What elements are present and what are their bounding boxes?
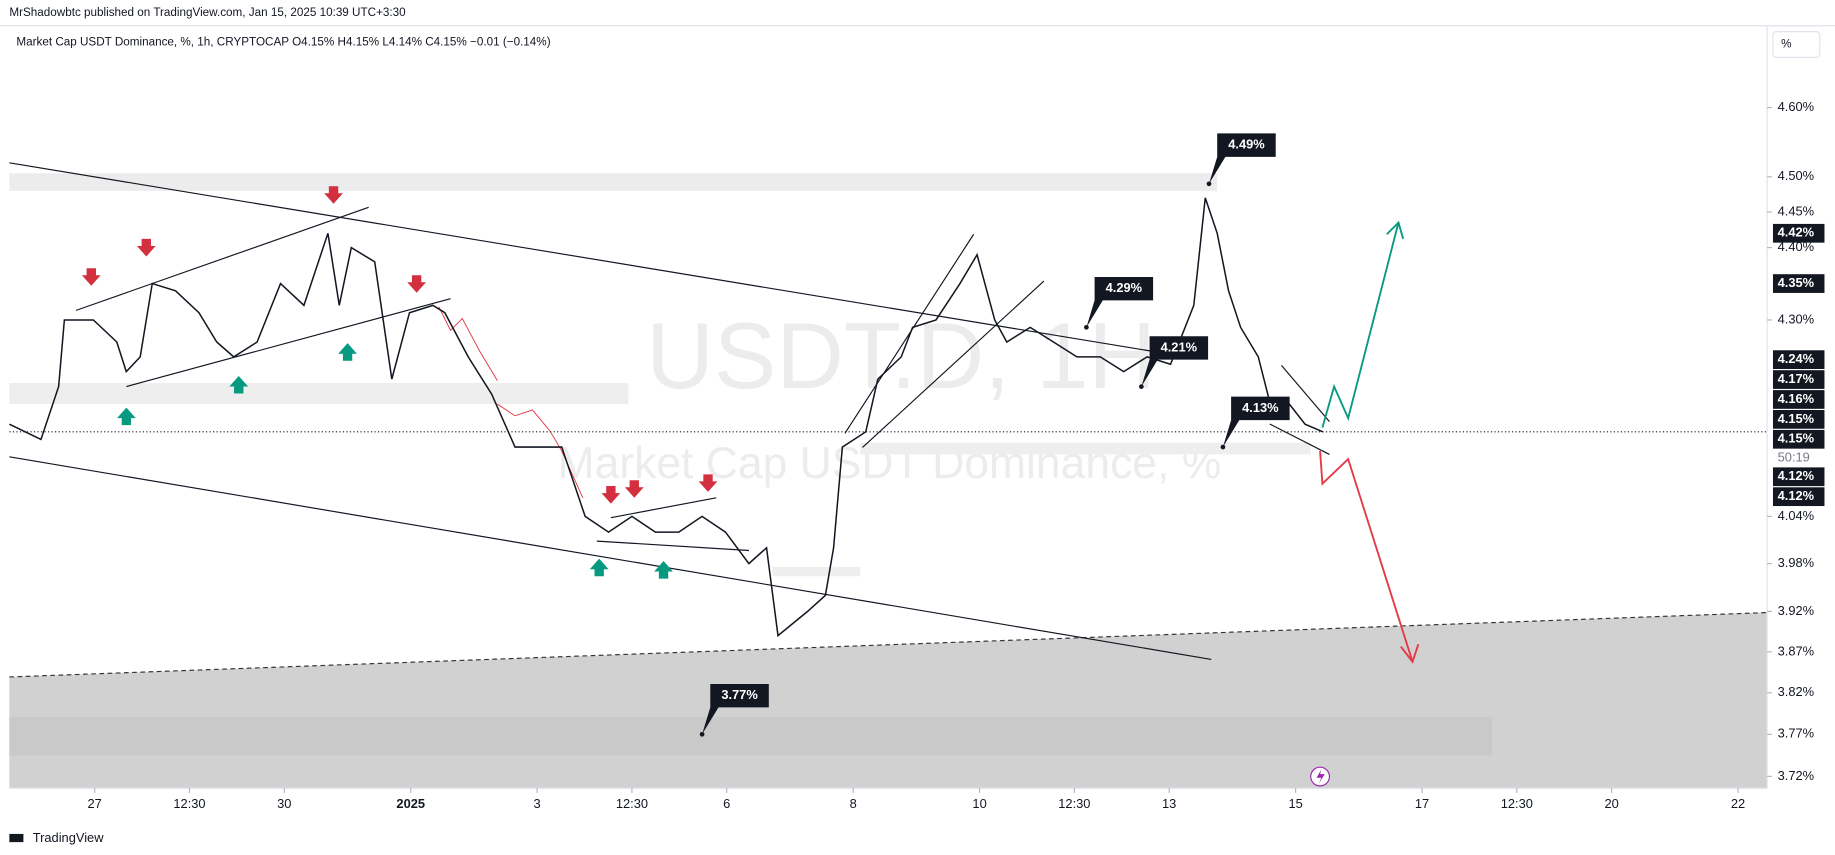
zone [9, 382, 629, 405]
y-tick-label: 4.04% [1778, 508, 1814, 523]
price-label-box [1772, 487, 1825, 507]
y-tick-label: 3.82% [1778, 684, 1814, 699]
legend: Market Cap USDT Dominance, %, 1h, CRYPTO… [16, 35, 550, 48]
price-label: 4.17% [1778, 371, 1815, 386]
projection-down [1319, 450, 1414, 663]
x-tick-label: 17 [1415, 796, 1429, 811]
scale-button[interactable] [1772, 31, 1821, 58]
price-label: 4.12% [1778, 468, 1815, 483]
price-label: 4.24% [1778, 351, 1815, 366]
x-tick-label: 22 [1731, 796, 1745, 811]
price-label-box [1772, 467, 1825, 487]
x-tick-label: 20 [1604, 796, 1618, 811]
y-tick-label: 4.60% [1778, 99, 1814, 114]
zone [772, 566, 861, 577]
price-line [9, 197, 1324, 638]
price-label-box [1772, 409, 1825, 429]
projection-down-head [1400, 643, 1420, 664]
y-tick-label: 3.72% [1778, 768, 1814, 783]
price-label: 4.15% [1778, 431, 1815, 446]
price-label: 4.15% [1778, 411, 1815, 426]
annotation-point [1139, 384, 1144, 389]
projection-up-head [1386, 220, 1405, 240]
annotation-box [1086, 276, 1154, 328]
price-label-box [1772, 429, 1825, 449]
annotation-label: 3.77% [721, 687, 758, 702]
annotation-point [1084, 324, 1089, 330]
trend-line [9, 611, 1768, 678]
x-tick-label: 12:30 [173, 796, 205, 811]
scale-button-label[interactable]: % [1781, 38, 1791, 51]
price-label: 4.42% [1778, 225, 1815, 240]
plot: 4.60% 4.50% 4.45% 4.40% 4.30% 4.04% 3.98% 3.92%… [9, 99, 1814, 811]
price-label-box [1772, 370, 1825, 389]
x-tick-label: 10 [972, 796, 986, 811]
x-tick-label: 2025 [396, 796, 425, 811]
annotation-box [702, 683, 769, 735]
x-tick-label: 12:30 [616, 796, 648, 811]
price-label-box [1772, 274, 1825, 293]
price-label: 4.35% [1778, 275, 1815, 290]
annotation-box [1222, 396, 1290, 448]
y-tick-label: 4.50% [1778, 168, 1814, 183]
y-tick-label: 3.77% [1778, 726, 1814, 741]
annotation-label: 4.13% [1242, 400, 1279, 415]
annotation-label: 4.21% [1161, 339, 1198, 354]
x-tick-label: 12:30 [1501, 796, 1533, 811]
x-tick-label: 27 [88, 796, 102, 811]
x-tick-label: 15 [1288, 796, 1302, 811]
y-tick-label: 3.87% [1778, 643, 1814, 658]
published: MrShadowbtc published on TradingView.com… [9, 6, 406, 19]
path-sketch [438, 306, 498, 381]
price-label-box [1772, 390, 1825, 409]
x-tick-label: 6 [723, 796, 730, 811]
x-tick-label: 3 [534, 796, 541, 811]
annotation-label: 4.49% [1228, 137, 1265, 152]
brand: TradingView [33, 830, 104, 845]
x-tick-label: 12:30 [1058, 796, 1090, 811]
y-tick-label: 3.98% [1778, 555, 1814, 570]
price-label-box [1772, 350, 1825, 370]
y-tick-label: 4.30% [1778, 311, 1814, 326]
y-tick-label: 4.45% [1778, 203, 1814, 218]
x-tick-label: 30 [277, 796, 291, 811]
zone [9, 173, 1218, 191]
labels: 4.49% 4.29% 4.21% 4.13% 3.77% 4.42% 4.35% 4.24%… [699, 133, 1825, 737]
price-label-box [1772, 223, 1825, 243]
annotation-label: 4.29% [1106, 280, 1143, 295]
price-label: 4.16% [1778, 391, 1815, 406]
y-tick-label: 3.92% [1778, 603, 1814, 618]
alert-icon-bolt [1316, 769, 1325, 784]
x-tick-label: 13 [1162, 796, 1176, 811]
price-label: 4.12% [1778, 488, 1815, 503]
annotation-box [1141, 336, 1209, 387]
annotation-box [1209, 133, 1276, 184]
projection-up [1321, 222, 1400, 428]
zone [9, 716, 1493, 756]
x-tick-label: 8 [850, 796, 857, 811]
y-tick-label: 4.40% [1778, 239, 1814, 254]
countdown: 50:19 [1778, 449, 1810, 464]
brand-logo [9, 833, 24, 843]
zone [860, 442, 1311, 455]
